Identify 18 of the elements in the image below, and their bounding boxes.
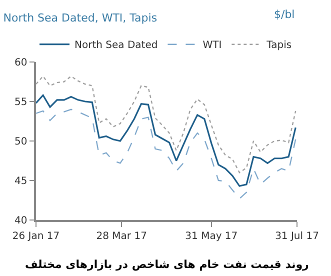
y-tick-label: 60: [14, 58, 28, 68]
y-tick-label: 55: [14, 97, 28, 108]
line-series: [36, 94, 296, 187]
x-tick-label: 26 Jan 17: [12, 230, 60, 242]
legend-label: Tapis: [266, 40, 292, 52]
y-axis-title: $/bl: [274, 8, 295, 21]
legend-label: North Sea Dated: [74, 40, 158, 52]
y-tick-label: 50: [14, 136, 28, 148]
x-tick-label: 31 May 17: [185, 230, 238, 242]
legend-label: WTI: [202, 40, 222, 52]
line-series: [36, 108, 296, 200]
line-series: [36, 76, 296, 174]
chart-title: North Sea Dated, WTI, Tapis: [3, 12, 158, 24]
text: روند قیمت نفت خام های شاخص در بازارهای مختلف: [25, 258, 309, 271]
y-tick-label: 40: [14, 216, 28, 226]
x-tick-label: 28 Mar 17: [96, 230, 147, 242]
x-tick-label: 31 Jul 17: [275, 230, 319, 242]
y-tick-label: 45: [14, 176, 28, 187]
